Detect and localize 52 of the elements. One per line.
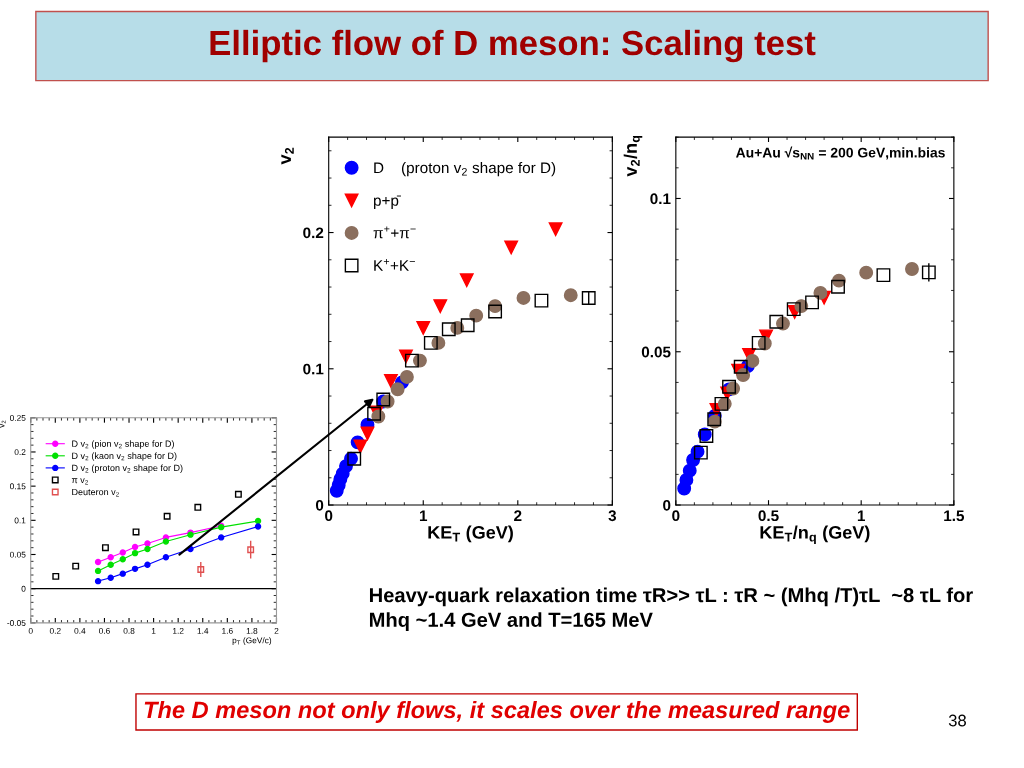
x-tick-label: 0.5 xyxy=(758,510,779,522)
x-tick-label: 1 xyxy=(151,628,156,634)
y-tick-label: 0.1 xyxy=(650,193,671,205)
text: Heavy-quark relaxation time τR>> τL : τR ~ (Mhq /T)τL ~8 τL for Mhq ~1.4 GeV and T=165 MeV xyxy=(369,587,973,631)
x-tick-label: 1.5 xyxy=(944,510,965,522)
y-axis-title: v$_{2}$ xyxy=(0,420,6,428)
x-axis-title: p$_{T}$ (GeV/c) xyxy=(232,637,272,645)
text: 38 xyxy=(948,714,966,727)
y-tick-label: 0.1 xyxy=(14,517,26,524)
x-tick-label: 1 xyxy=(419,510,428,521)
annotation: Au+Au √s$_{NN}$ = 200 GeV,min.bias xyxy=(736,146,945,160)
y-tick-label: 0 xyxy=(21,585,26,592)
y-tick-label: 0.2 xyxy=(303,227,324,239)
x-tick-label: 1.2 xyxy=(173,627,184,634)
legend-label: D v$_{2}$ (kaon v$_{2}$ shape for D) xyxy=(72,452,177,461)
x-tick-label: 1.8 xyxy=(246,627,258,634)
legend-label: K$^{+}$+K$^{−}$ xyxy=(374,258,415,271)
legend-label: π v$_{2}$ xyxy=(71,478,89,485)
x-tick-label: 2 xyxy=(514,510,522,521)
y-tick-label: 0 xyxy=(663,499,671,511)
x-tick-label: 1 xyxy=(857,510,866,521)
x-tick-label: 1.4 xyxy=(197,628,209,634)
y-tick-label: 0.15 xyxy=(9,483,26,490)
y-tick-label: 0.25 xyxy=(9,414,26,421)
x-tick-label: 0 xyxy=(28,627,33,634)
legend-label: Deuteron v$_{2}$ xyxy=(72,488,119,497)
y-tick-label: 0.05 xyxy=(9,551,26,558)
x-tick-label: 2 xyxy=(274,627,279,634)
x-axis-title: KE$_{T}$ (GeV) xyxy=(428,525,513,543)
y-tick-label: 0.2 xyxy=(14,449,26,456)
text: The D meson not only flows, it scales over the measured range xyxy=(144,700,850,723)
x-axis-title: KE$_{T}$/n$_{q}$ (GeV) xyxy=(760,525,870,545)
y-tick-label: 0 xyxy=(315,499,324,511)
x-tick-label: 0 xyxy=(325,510,333,522)
y-tick-label: 0.1 xyxy=(303,363,324,375)
legend-label: D v$_{2}$ (proton v$_{2}$ shape for D) xyxy=(72,464,183,473)
y-axis-title: v$_{2}$ xyxy=(281,147,294,165)
chart-title: Elliptic flow of D meson: Scaling test xyxy=(210,29,816,63)
legend-label: D (proton v$_{2}$ shape for D) xyxy=(374,161,556,177)
x-tick-label: 0.4 xyxy=(74,627,86,634)
x-tick-label: 0.6 xyxy=(98,627,110,634)
y-axis-title: v$_{2}$/n$_{q}$ xyxy=(623,135,643,177)
x-tick-label: 0 xyxy=(672,510,680,522)
legend-label: p+p̄ xyxy=(374,195,401,209)
x-tick-label: 3 xyxy=(608,510,617,522)
legend-label: D v$_{2}$ (pion v$_{2}$ shape for D) xyxy=(72,440,174,449)
x-tick-label: 0.2 xyxy=(49,627,61,634)
y-tick-label: -0.05 xyxy=(7,620,26,626)
x-tick-label: 1.6 xyxy=(222,627,233,634)
y-tick-label: 0.05 xyxy=(641,346,671,358)
legend-label: π$^{+}$+π$^{−}$ xyxy=(373,226,416,239)
x-tick-label: 0.8 xyxy=(123,627,135,634)
